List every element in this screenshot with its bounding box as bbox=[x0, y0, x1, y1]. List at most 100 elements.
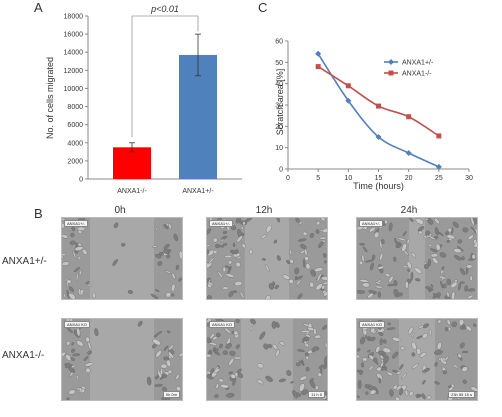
cell bbox=[467, 294, 474, 299]
cell bbox=[207, 281, 214, 286]
row-header-anxa1-ko: ANXA1-/- bbox=[2, 350, 45, 361]
cell bbox=[304, 256, 309, 261]
cell bbox=[357, 379, 362, 390]
cell bbox=[461, 366, 469, 372]
cell bbox=[207, 262, 212, 269]
cell bbox=[382, 339, 387, 344]
cell bbox=[393, 289, 399, 296]
cell bbox=[367, 349, 371, 353]
cell bbox=[461, 351, 469, 354]
cell bbox=[271, 321, 277, 329]
cell bbox=[451, 321, 457, 328]
cell bbox=[440, 280, 444, 289]
cell bbox=[231, 330, 235, 334]
cell bbox=[295, 218, 300, 223]
cell bbox=[410, 271, 414, 281]
cell bbox=[433, 349, 443, 355]
cell bbox=[175, 264, 179, 270]
micrograph-anxa1--24h: ANXA1 KO 23h 55 15 s bbox=[356, 318, 478, 401]
cell bbox=[62, 351, 66, 358]
cell bbox=[85, 367, 91, 373]
cell bbox=[178, 277, 182, 282]
cell bbox=[378, 332, 384, 336]
cell bbox=[272, 343, 278, 350]
cell bbox=[235, 218, 241, 224]
micrograph-anxa1--0h: ANXA1 KO 0h 0m bbox=[61, 318, 183, 401]
cell bbox=[304, 352, 309, 357]
cell bbox=[396, 385, 402, 391]
cell bbox=[387, 322, 391, 326]
cell bbox=[395, 244, 401, 249]
cell bbox=[407, 268, 411, 272]
legend-label-0: ANXA1+/- bbox=[402, 60, 434, 67]
cell bbox=[207, 249, 210, 255]
cell bbox=[382, 352, 387, 358]
cell bbox=[372, 357, 378, 363]
series-0-point-3 bbox=[405, 150, 412, 156]
series-1-point-0 bbox=[315, 64, 321, 70]
cell bbox=[230, 373, 236, 379]
cell bbox=[376, 373, 383, 381]
cell bbox=[225, 343, 232, 349]
micrograph-image bbox=[207, 218, 327, 299]
cell bbox=[268, 282, 274, 290]
cell bbox=[76, 272, 79, 282]
cell bbox=[71, 342, 75, 346]
cell bbox=[212, 336, 218, 340]
cell bbox=[213, 347, 216, 351]
cell bbox=[233, 290, 237, 293]
cell bbox=[466, 264, 473, 269]
cell bbox=[319, 236, 327, 240]
cell bbox=[446, 278, 451, 286]
cell bbox=[401, 243, 407, 252]
cell bbox=[411, 252, 416, 258]
cell bbox=[401, 372, 407, 380]
cell bbox=[272, 281, 275, 286]
cell bbox=[65, 362, 70, 369]
cell bbox=[409, 391, 414, 397]
cell bbox=[406, 261, 412, 269]
line-y-tick-label-4: 40 bbox=[275, 81, 283, 88]
cell bbox=[214, 348, 219, 354]
cell bbox=[228, 290, 234, 297]
micrograph-anxa1--0h: ANXA1+/- bbox=[61, 217, 183, 300]
cell bbox=[76, 340, 84, 347]
line-chart-xlabel: Time (hours) bbox=[353, 181, 404, 191]
cell bbox=[375, 345, 381, 353]
cell bbox=[208, 350, 213, 355]
line-x-tick-label-5: 25 bbox=[435, 175, 443, 182]
cell bbox=[384, 219, 388, 225]
cell bbox=[155, 227, 159, 232]
cell bbox=[322, 253, 327, 258]
cell bbox=[154, 289, 160, 293]
cell bbox=[381, 239, 385, 245]
cell bbox=[77, 243, 82, 247]
cell bbox=[324, 260, 327, 264]
cell bbox=[430, 248, 438, 253]
cell bbox=[155, 254, 162, 259]
line-y-tick-label-5: 50 bbox=[275, 60, 283, 67]
cell bbox=[322, 282, 327, 285]
line-x-tick-label-4: 20 bbox=[405, 175, 413, 182]
cell bbox=[219, 343, 223, 349]
cell bbox=[459, 281, 465, 284]
cell bbox=[446, 239, 450, 243]
cell bbox=[322, 324, 327, 330]
cell bbox=[392, 337, 401, 342]
cell bbox=[276, 255, 281, 261]
cell bbox=[323, 291, 327, 297]
cell bbox=[448, 327, 452, 332]
cell bbox=[84, 362, 94, 367]
legend-marker-0 bbox=[388, 59, 394, 65]
cell bbox=[216, 332, 221, 338]
cell bbox=[265, 264, 270, 272]
cell bbox=[239, 291, 245, 299]
series-0-point-0 bbox=[315, 50, 322, 57]
cell bbox=[368, 226, 376, 233]
cell bbox=[302, 338, 306, 343]
line-y-tick-label-3: 30 bbox=[275, 103, 283, 110]
cell bbox=[428, 287, 432, 293]
cell bbox=[371, 254, 376, 260]
cell bbox=[274, 284, 279, 289]
cell bbox=[392, 351, 399, 359]
